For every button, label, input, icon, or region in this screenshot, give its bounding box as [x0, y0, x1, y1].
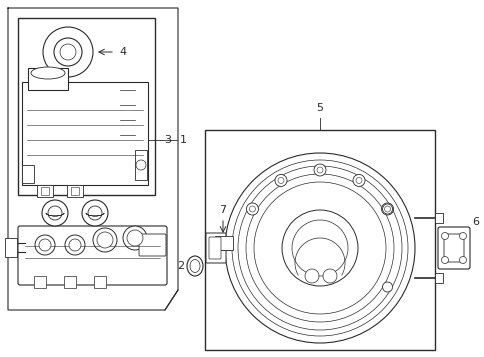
- FancyBboxPatch shape: [209, 237, 221, 259]
- Text: 1: 1: [179, 135, 186, 145]
- Circle shape: [352, 175, 364, 186]
- Bar: [5, 238, 17, 257]
- Circle shape: [127, 230, 143, 246]
- Bar: [22, 165, 34, 183]
- Circle shape: [136, 160, 146, 170]
- Text: 2: 2: [177, 261, 184, 271]
- Bar: [94, 276, 106, 288]
- Circle shape: [97, 232, 113, 248]
- Circle shape: [231, 160, 407, 336]
- Circle shape: [382, 282, 392, 292]
- Circle shape: [238, 166, 401, 330]
- FancyBboxPatch shape: [206, 233, 226, 263]
- Circle shape: [245, 174, 393, 322]
- Circle shape: [249, 206, 255, 212]
- Circle shape: [43, 27, 93, 77]
- FancyBboxPatch shape: [139, 234, 166, 256]
- Circle shape: [440, 256, 448, 263]
- Circle shape: [277, 177, 284, 183]
- Ellipse shape: [31, 67, 65, 79]
- Circle shape: [355, 177, 361, 183]
- Bar: [434, 213, 442, 223]
- Text: 7: 7: [219, 205, 226, 215]
- Circle shape: [254, 182, 385, 314]
- Circle shape: [381, 203, 393, 215]
- Ellipse shape: [190, 260, 199, 272]
- Bar: [205, 130, 434, 350]
- Ellipse shape: [187, 256, 203, 276]
- Circle shape: [65, 235, 85, 255]
- FancyBboxPatch shape: [437, 227, 469, 269]
- Circle shape: [322, 269, 336, 283]
- Bar: [34, 276, 46, 288]
- FancyBboxPatch shape: [18, 226, 166, 285]
- Circle shape: [458, 232, 466, 240]
- Circle shape: [281, 210, 357, 286]
- Circle shape: [384, 206, 390, 212]
- Bar: [71, 187, 79, 195]
- Bar: [64, 276, 76, 288]
- Text: 4: 4: [119, 47, 126, 57]
- Circle shape: [48, 206, 62, 220]
- Circle shape: [246, 203, 258, 215]
- Circle shape: [225, 153, 414, 343]
- Bar: [18, 18, 155, 195]
- Circle shape: [304, 269, 318, 283]
- Bar: [37, 185, 53, 197]
- Circle shape: [291, 220, 348, 276]
- Circle shape: [382, 204, 392, 214]
- Text: 3: 3: [164, 135, 171, 145]
- Bar: [41, 187, 49, 195]
- Circle shape: [317, 167, 322, 173]
- Circle shape: [39, 239, 51, 251]
- FancyBboxPatch shape: [443, 234, 463, 262]
- Circle shape: [42, 200, 68, 226]
- Circle shape: [60, 44, 76, 60]
- Circle shape: [313, 164, 325, 176]
- Circle shape: [274, 175, 287, 186]
- Circle shape: [82, 200, 108, 226]
- Bar: [22, 82, 148, 185]
- Bar: [214, 236, 232, 250]
- Circle shape: [123, 226, 147, 250]
- Circle shape: [88, 206, 102, 220]
- Bar: [28, 68, 68, 90]
- Bar: [434, 273, 442, 283]
- Circle shape: [440, 232, 448, 240]
- Bar: [135, 150, 147, 180]
- Text: 6: 6: [471, 217, 479, 227]
- Circle shape: [93, 228, 117, 252]
- Circle shape: [35, 235, 55, 255]
- Bar: [67, 185, 83, 197]
- Circle shape: [54, 38, 82, 66]
- Circle shape: [69, 239, 81, 251]
- Text: 5: 5: [316, 103, 323, 113]
- Circle shape: [458, 256, 466, 263]
